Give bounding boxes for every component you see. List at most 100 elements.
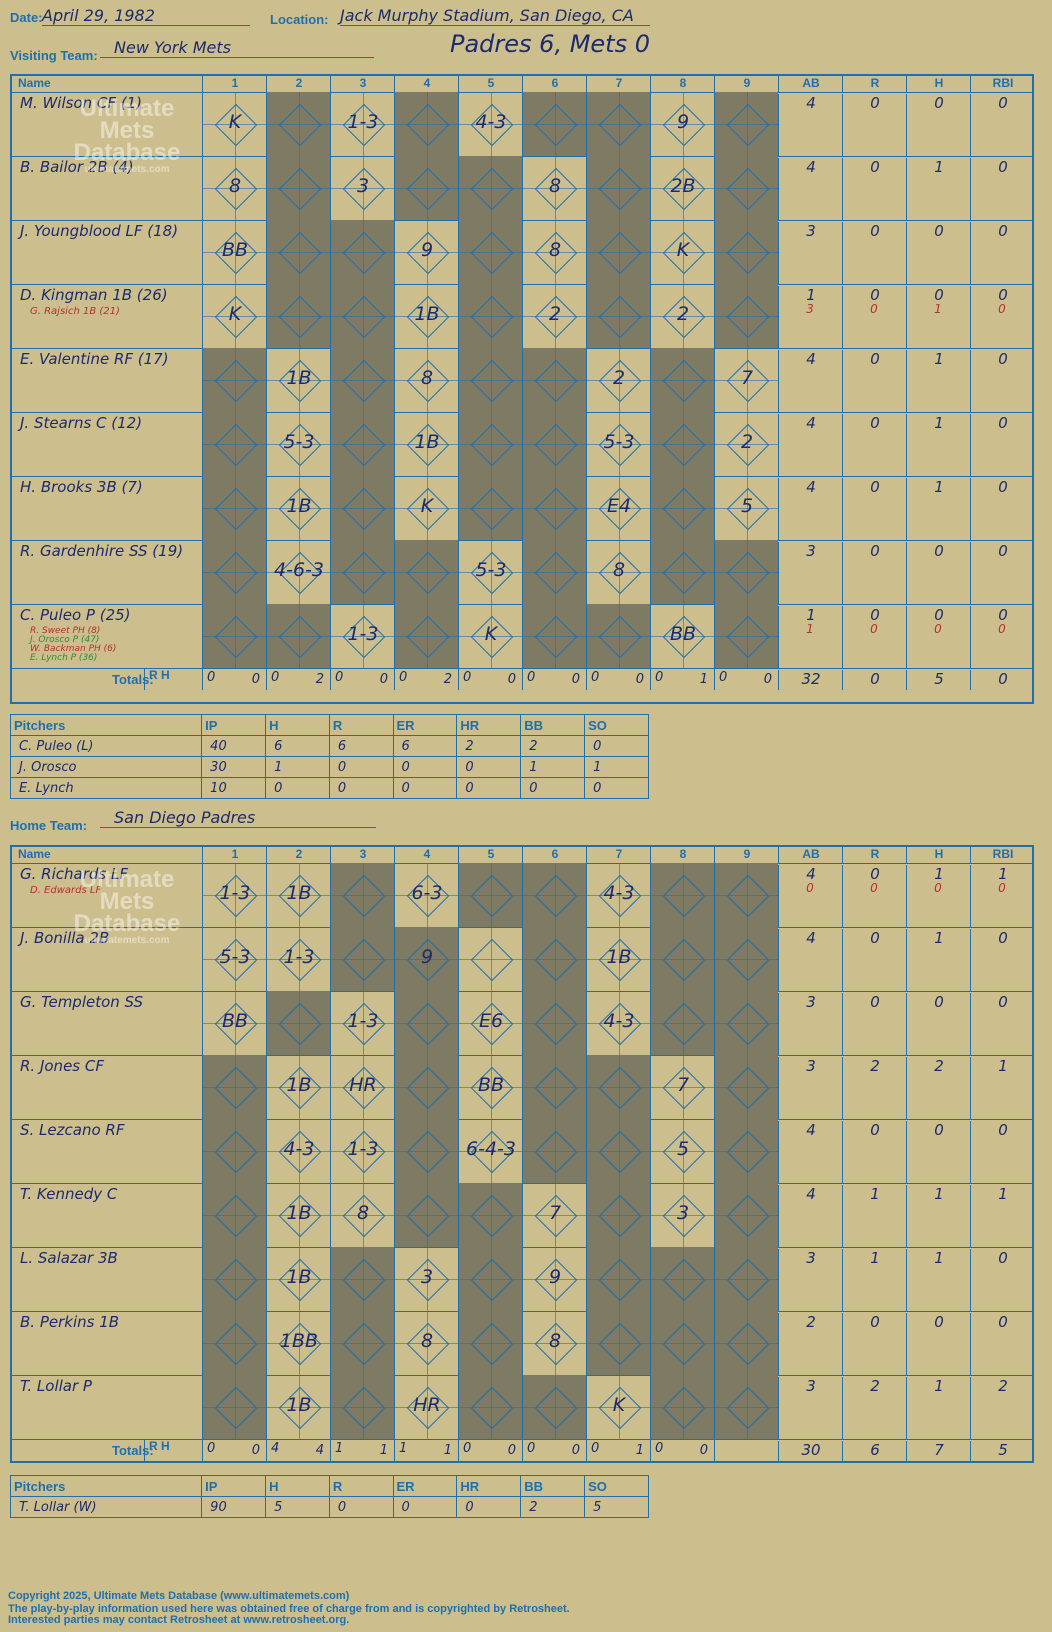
play-notation: 1B [286,1266,312,1288]
cell-vline [427,863,428,927]
cell-hline [715,1151,778,1152]
pitcher-er: 6 [392,735,458,757]
cell-hline [203,444,266,445]
stat-h: 0 [906,1121,971,1183]
cell-hline [395,252,458,253]
stat-r: 1 [842,1249,907,1311]
pitcher-ip: 10 [201,777,267,799]
lineup-row: E. Valentine RF (17) 1B 8 2 7 4 0 1 0 [12,348,1032,413]
play-notation: 7 [676,1074,690,1096]
inning-cell: 8 [522,1311,586,1375]
inning-cell [714,284,778,348]
cell-vline [491,476,492,540]
inning-runs: 0 [719,670,728,685]
inning-cell [714,1183,778,1247]
cell-hline [651,572,714,573]
player-name: R. Jones CF [20,1057,104,1075]
cell-vline [619,156,620,220]
stat-rbi: 1 [970,1057,1035,1119]
cell-hline [651,636,714,637]
cell-hline [651,252,714,253]
total-ab: 30 [778,1441,843,1461]
inning-cell [650,863,714,927]
cell-hline [267,1215,330,1216]
pitcher-name: T. Lollar (W) [9,1496,203,1518]
pitcher-er: 0 [392,1496,458,1518]
watermark-url: ultimatemets.com [84,935,170,946]
cell-hline [459,508,522,509]
cell-vline [747,476,748,540]
pitcher-h: 1 [265,756,330,778]
cell-hline [267,444,330,445]
stat-ab: 3 [778,222,843,284]
pitcher-so: 5 [584,1496,649,1518]
inning-cell: 1B [394,412,458,476]
cell-hline [587,1087,650,1088]
stat-header-h: H [906,847,971,863]
cell-vline [235,1375,236,1439]
inning-cell [650,412,714,476]
stat-header-ab: AB [778,76,843,92]
inning-cell [522,1055,586,1119]
play-notation: 3 [676,1202,690,1224]
base-diamond [342,1386,386,1430]
base-diamond [662,1386,706,1430]
inning-hits: 2 [443,672,452,687]
cell-vline [235,348,236,412]
inning-hits: 0 [251,1443,260,1458]
base-diamond [214,1130,258,1174]
inning-cell [650,991,714,1055]
stat-r: 0 [842,865,907,927]
cell-vline [363,1055,364,1119]
inning-cell [650,476,714,540]
cell-vline [427,1311,428,1375]
cell-hline [523,895,586,896]
inning-cell [586,284,650,348]
inning-runs: 0 [335,670,344,685]
cell-vline [235,1119,236,1183]
base-diamond [534,359,578,403]
cell-hline [651,508,714,509]
cell-vline [747,220,748,284]
cell-hline [331,508,394,509]
cell-vline [491,991,492,1055]
cell-vline [427,1375,428,1439]
play-notation: 7 [548,1202,562,1224]
cell-vline [491,1183,492,1247]
cell-vline [619,92,620,156]
play-notation: 6-4-3 [466,1138,516,1160]
cell-hline [715,1215,778,1216]
base-diamond [342,551,386,595]
cell-vline [747,1247,748,1311]
inning-cell [522,412,586,476]
stat-header-h: H [906,76,971,92]
inning-cell: 5 [714,476,778,540]
cell-hline [395,316,458,317]
substitute-stat-r: 0 [870,302,878,316]
home-scoring-grid: Name 1 2 3 4 5 6 7 8 9 AB R H RBI G. Richards LF D. Edw… [10,845,1034,1463]
lineup-row: C. Puleo P (25) R. Sweet PH (8) J. Orosco … [12,604,1032,669]
cell-hline [523,1087,586,1088]
stat-rbi: 1 [970,865,1035,927]
cell-hline [203,508,266,509]
runs-hits-key: R H [144,668,200,690]
player-name: T. Kennedy C [20,1185,118,1203]
pitcher-r: 0 [328,777,394,799]
cell-vline [363,1119,364,1183]
cell-hline [459,1151,522,1152]
cell-vline [235,220,236,284]
stat-h: 1 [906,478,971,540]
inning-cell: 1B [586,927,650,991]
watermark-text: Ultimate [79,866,175,893]
player-name: E. Valentine RF (17) [20,350,169,368]
cell-vline [491,156,492,220]
cell-hline [331,1343,394,1344]
cell-hline [715,959,778,960]
play-notation: 8 [356,1202,370,1224]
inning-cell [330,284,394,348]
cell-hline [203,636,266,637]
cell-hline [267,572,330,573]
cell-vline [235,1247,236,1311]
